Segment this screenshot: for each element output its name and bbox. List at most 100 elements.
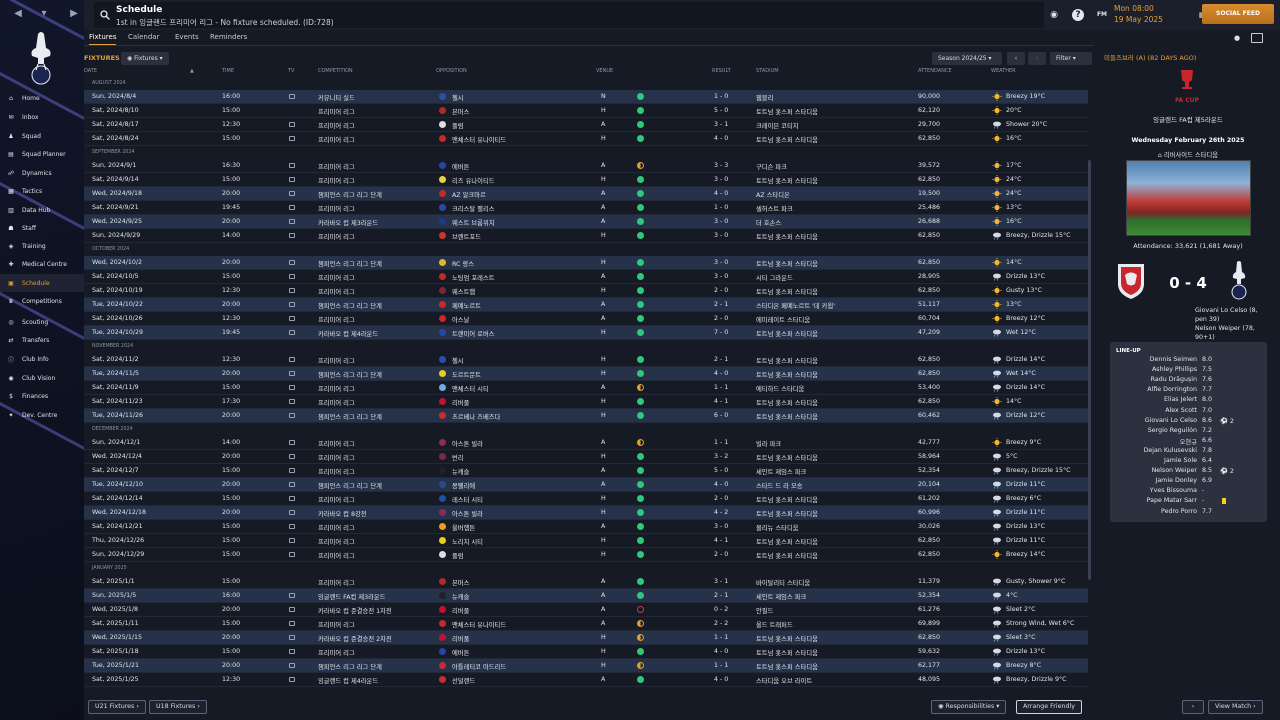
lineup-player[interactable]: Alfie Dorrington 7.7 (1110, 386, 1267, 395)
home-team-crest-icon[interactable] (1116, 262, 1146, 300)
sidebar-item-tactics[interactable]: ▦ Tactics (0, 182, 84, 200)
col-competition[interactable]: COMPETITION (318, 68, 353, 74)
lineup-player[interactable]: Jamie Sole 6.4 (1110, 457, 1267, 466)
sidebar-item-staff[interactable]: ☗ Staff (0, 219, 84, 237)
fixture-row[interactable]: Sat, 2025/1/11 15:00 프리미어 리그 맨체스터 유나이티드 A 2 -… (84, 617, 1088, 631)
col-stadium[interactable]: STADIUM (756, 68, 779, 74)
dropdown-icon[interactable]: ▾ (41, 8, 47, 19)
fixture-row[interactable]: Sat, 2025/1/18 15:00 프리미어 리그 에버튼 H 4 - 0 토트넘 홋… (84, 645, 1088, 659)
fixture-row[interactable]: Sun, 2024/12/29 15:00 프리미어 리그 풀럼 H 2 - 0 토트넘 홋… (84, 548, 1088, 562)
lineup-player[interactable]: Alex Scott 7.0 (1110, 407, 1267, 416)
fixture-row[interactable]: Wed, 2024/10/2 20:00 챔피언스 리그 리그 단계 RC 랑스 H 3 … (84, 256, 1088, 270)
fixture-row[interactable]: Tue, 2024/12/10 20:00 챔피언스 리그 리그 단계 몽펠리에 A 4 … (84, 478, 1088, 492)
sidebar-item-transfers[interactable]: ⇄ Transfers (0, 331, 84, 349)
fixture-row[interactable]: Sat, 2025/1/1 15:00 프리미어 리그 본머스 A 3 - 1 바이탈리티 … (84, 575, 1088, 589)
fixture-row[interactable]: Sat, 2024/12/21 15:00 프리미어 리그 울버햄튼 A 3 - 0 몰리뉴… (84, 520, 1088, 534)
fixture-row[interactable]: Sat, 2024/11/23 17:30 프리미어 리그 리버풀 H 4 - 1 토트넘 … (84, 395, 1088, 409)
network-icon[interactable]: ◉ (1050, 10, 1058, 20)
lineup-player[interactable]: Dennis Seimen 8.0 (1110, 356, 1267, 365)
view-match-button[interactable]: View Match › (1208, 700, 1263, 714)
fixture-row[interactable]: Tue, 2024/10/22 20:00 챔피언스 리그 리그 단계 페예노르트 A 2… (84, 298, 1088, 312)
lineup-player[interactable]: Yves Bissouma - (1110, 487, 1267, 496)
fixture-row[interactable]: Wed, 2025/1/15 20:00 카라바오 컵 준결승전 2차전 리버풀 H 1 … (84, 631, 1088, 645)
sidebar-item-training[interactable]: ◈ Training (0, 237, 84, 255)
fixtures-view-dropdown[interactable]: ◉ Fixtures ▾ (121, 52, 169, 65)
fixture-row[interactable]: Sat, 2024/12/7 15:00 프리미어 리그 뉴캐슬 A 5 - 0 세인트 제… (84, 464, 1088, 478)
col-time[interactable]: TIME (222, 68, 235, 74)
sidebar-item-home[interactable]: ⌂ Home (0, 89, 84, 107)
col-venue[interactable]: VENUE (596, 68, 614, 74)
fixture-row[interactable]: Sat, 2025/1/25 12:30 잉글랜드 컵 제4라운드 선덜랜드 A 4 - … (84, 673, 1088, 687)
tab-calendar[interactable]: Calendar (128, 33, 160, 41)
fixture-row[interactable]: Wed, 2025/1/8 20:00 카라바오 컵 준결승전 1차전 리버풀 A 0 -… (84, 603, 1088, 617)
back-icon[interactable]: ◀ (14, 8, 22, 19)
col-weather[interactable]: WEATHER (991, 68, 1016, 74)
col-tv[interactable]: TV (288, 68, 295, 74)
pin-icon[interactable]: ● (1234, 34, 1241, 42)
fixture-row[interactable]: Thu, 2024/12/26 15:00 프리미어 리그 노리치 시티 H 4 - 1 토… (84, 534, 1088, 548)
lineup-player[interactable]: 오현규 6.6 (1110, 437, 1267, 446)
filter-button[interactable]: Filter ▾ (1050, 52, 1092, 65)
responsibilities-button[interactable]: ◉ Responsibilities ▾ (931, 700, 1007, 714)
fixture-row[interactable]: Sun, 2024/9/29 14:00 프리미어 리그 브렌트포드 H 3 - 0 토트넘… (84, 229, 1088, 243)
next-arrow-button[interactable]: › (1182, 700, 1204, 714)
fixture-row[interactable]: Tue, 2025/1/21 20:00 챔피언스 리그 리그 단계 아틀레티코 마드… (84, 659, 1088, 673)
arrange-friendly-button[interactable]: Arrange Friendly (1016, 700, 1082, 714)
sidebar-item-schedule[interactable]: ▣ Schedule (0, 274, 84, 292)
social-feed-button[interactable]: SOCIAL FEED (1202, 4, 1274, 24)
fixture-row[interactable]: Sun, 2024/9/1 16:30 프리미어 리그 에버튼 A 3 - 3 구디슨 파크… (84, 159, 1088, 173)
fixture-row[interactable]: Tue, 2024/11/26 20:00 챔피언스 리그 리그 단계 츠르베나 즈베… (84, 409, 1088, 423)
prev-season-button[interactable]: ‹ (1007, 52, 1025, 65)
col-attendance[interactable]: ATTENDANCE (918, 68, 952, 74)
fixture-row[interactable]: Sat, 2024/10/19 12:30 프리미어 리그 웨스트햄 H 2 - 0 토트넘… (84, 284, 1088, 298)
away-team-crest-icon[interactable] (1228, 260, 1250, 302)
tab-reminders[interactable]: Reminders (210, 33, 248, 41)
next-season-button[interactable]: › (1028, 52, 1046, 65)
fixture-row[interactable]: Sat, 2024/8/17 12:30 프리미어 리그 풀럼 A 3 - 1 크레이븐 코… (84, 118, 1088, 132)
fixture-row[interactable]: Wed, 2024/9/18 20:00 챔피언스 리그 리그 단계 AZ 알크마르 A… (84, 187, 1088, 201)
forward-icon[interactable]: ▶ (70, 8, 78, 19)
tab-events[interactable]: Events (175, 33, 199, 41)
lineup-player[interactable]: Ashley Phillips 7.5 (1110, 366, 1267, 375)
sidebar-item-finances[interactable]: $ Finances (0, 387, 84, 405)
sidebar-item-squad[interactable]: ♟ Squad (0, 127, 84, 145)
fixture-row[interactable]: Sat, 2024/12/14 15:00 프리미어 리그 레스터 시티 H 2 - 0 토… (84, 492, 1088, 506)
u18-fixtures-button[interactable]: U18 Fixtures › (149, 700, 207, 714)
fixture-row[interactable]: Wed, 2024/9/25 20:00 카라바오 컵 제3라운드 웨스트 브롬위치 A… (84, 215, 1088, 229)
sidebar-item-medical-centre[interactable]: ✚ Medical Centre (0, 255, 84, 273)
fixture-row[interactable]: Sat, 2024/11/9 15:00 프리미어 리그 맨체스터 시티 A 1 - 1 에… (84, 381, 1088, 395)
fixture-row[interactable]: Sat, 2024/8/24 15:00 프리미어 리그 맨체스터 유나이티드 H 4 -… (84, 132, 1088, 146)
lineup-player[interactable]: Jamie Donley 6.9 (1110, 477, 1267, 486)
sidebar-item-club-vision[interactable]: ◉ Club Vision (0, 369, 84, 387)
fixture-row[interactable]: Tue, 2024/11/5 20:00 챔피언스 리그 리그 단계 도르트문트 H 4 … (84, 367, 1088, 381)
game-date[interactable]: Mon 08:00 19 May 2025 (1114, 3, 1163, 25)
fixture-row[interactable]: Sat, 2024/8/10 15:00 프리미어 리그 본머스 H 5 - 0 토트넘 홋… (84, 104, 1088, 118)
lineup-player[interactable]: Nelson Weiper 8.5 ⚽ 2 (1110, 467, 1267, 476)
lineup-player[interactable]: Sergio Reguilón 7.2 (1110, 427, 1267, 436)
window-toggle-icon[interactable] (1251, 33, 1263, 43)
fixture-row[interactable]: Sun, 2024/8/4 16:00 커뮤니티 실드 첼시 N 1 - 0 웸블리 90,0… (84, 90, 1088, 104)
sidebar-item-squad-planner[interactable]: ▤ Squad Planner (0, 145, 84, 163)
sidebar-item-dynamics[interactable]: ☍ Dynamics (0, 164, 84, 182)
sidebar-item-data-hub[interactable]: ▥ Data Hub (0, 201, 84, 219)
sidebar-item-dev-centre[interactable]: ✦ Dev. Centre (0, 406, 84, 424)
fixture-row[interactable]: Wed, 2024/12/4 20:00 프리미어 리그 번리 H 3 - 2 토트넘 홋스… (84, 450, 1088, 464)
fixture-row[interactable]: Sat, 2024/10/5 15:00 프리미어 리그 노팅엄 포레스트 A 3 - 0… (84, 270, 1088, 284)
fixture-row[interactable]: Sat, 2024/11/2 12:30 프리미어 리그 첼시 H 2 - 1 토트넘 홋스… (84, 353, 1088, 367)
sidebar-item-club-info[interactable]: ⓘ Club Info (0, 350, 84, 368)
fixture-row[interactable]: Sun, 2025/1/5 16:00 잉글랜드 FA컵 제3라운드 뉴캐슬 A 2 - … (84, 589, 1088, 603)
fixture-row[interactable]: Sat, 2024/10/26 12:30 프리미어 리그 아스날 A 2 - 0 에미레이… (84, 312, 1088, 326)
fixture-row[interactable]: Sun, 2024/12/1 14:00 프리미어 리그 아스톤 빌라 A 1 - 1 빌라… (84, 436, 1088, 450)
lineup-player[interactable]: Radu Drăgușin 7.6 (1110, 376, 1267, 385)
lineup-player[interactable]: Dejan Kulusevski 7.8 (1110, 447, 1267, 456)
search-icon[interactable] (100, 10, 110, 20)
search-area[interactable]: Schedule 1st in 잉글랜드 프리미어 리그 - No fixtur… (94, 2, 1044, 28)
u21-fixtures-button[interactable]: U21 Fixtures › (88, 700, 146, 714)
sidebar-item-inbox[interactable]: ✉ Inbox (0, 108, 84, 126)
table-scrollbar[interactable] (1088, 160, 1091, 580)
col-date[interactable]: DATE (84, 68, 98, 74)
sidebar-item-competitions[interactable]: ♛ Competitions (0, 292, 84, 310)
col-result[interactable]: RESULT (712, 68, 731, 74)
lineup-player[interactable]: Pape Matar Sarr - (1110, 497, 1267, 506)
col-opposition[interactable]: OPPOSITION (436, 68, 467, 74)
